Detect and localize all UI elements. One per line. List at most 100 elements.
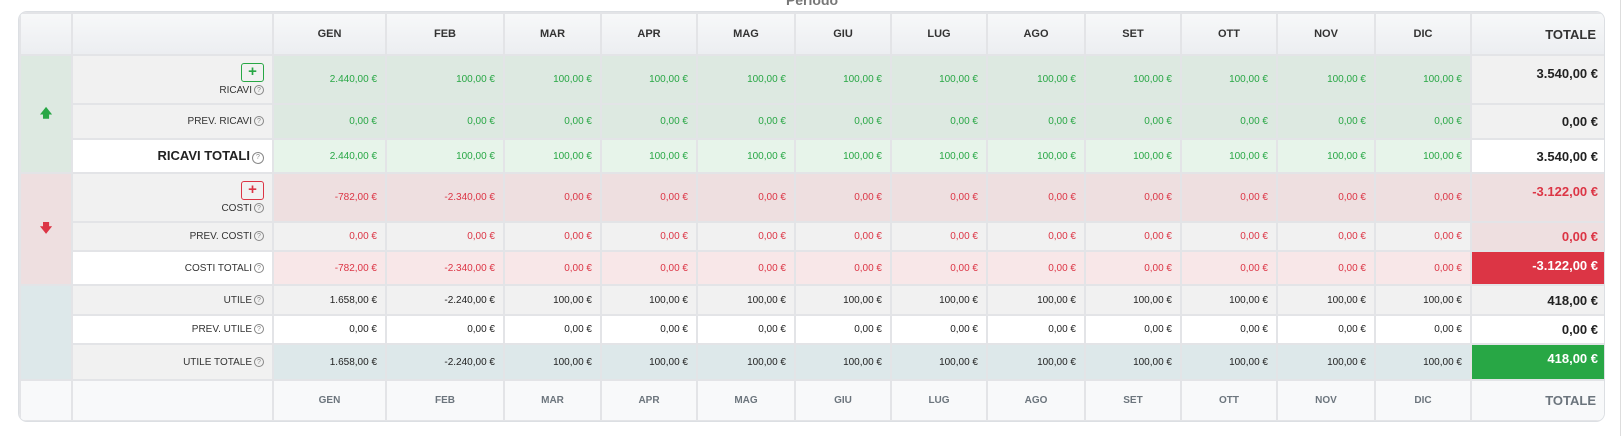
- value-cell-feb: 100,00 €: [385, 138, 505, 174]
- section-indicator: 🡇: [19, 172, 73, 286]
- value-cell-ott: 0,00 €: [1180, 172, 1278, 223]
- value-cell-set: 100,00 €: [1084, 343, 1182, 381]
- value-cell-ott: 100,00 €: [1180, 284, 1278, 316]
- table-row-utile-totale: UTILE TOTALE? 1.658,00 € -2.240,00 €100,00…: [20, 343, 1604, 381]
- value-cell-giu: 0,00 €: [794, 172, 892, 223]
- value-cell-giu: 100,00 €: [794, 343, 892, 381]
- value-cell-ott: 0,00 €: [1180, 314, 1278, 345]
- help-icon[interactable]: ?: [254, 294, 264, 305]
- value-cell-dic: 0,00 €: [1374, 103, 1472, 140]
- value-cell-dic: 0,00 €: [1374, 250, 1472, 286]
- row-label: + RICAVI?: [71, 54, 274, 105]
- value-cell-apr: 0,00 €: [600, 103, 698, 140]
- value-cell-ott: 0,00 €: [1180, 250, 1278, 286]
- value-cell-nov: 0,00 €: [1276, 314, 1376, 345]
- header-row: GEN FEB MAR APR MAG GIU LUG AGO SET OTT NOV DIC TOTA…: [19, 12, 1604, 56]
- value-cell-gen: -782,00 €: [272, 172, 387, 223]
- value-cell-dic: 100,00 €: [1374, 284, 1472, 316]
- value-cell-mag: 0,00 €: [696, 172, 796, 223]
- value-cell-feb: 0,00 €: [385, 221, 505, 252]
- value-cell-ago: 0,00 €: [986, 250, 1086, 286]
- add-ricavi-button[interactable]: +: [241, 63, 264, 82]
- value-cell-mag: 100,00 €: [696, 138, 796, 174]
- row-total: -3.122,00 €: [1470, 250, 1604, 286]
- column-header-set: SET: [1084, 12, 1182, 56]
- value-cell-dic: 100,00 €: [1374, 343, 1472, 381]
- help-icon[interactable]: ?: [254, 324, 264, 335]
- column-header-gen: GEN: [272, 12, 387, 56]
- value-cell-dic: 0,00 €: [1374, 314, 1472, 345]
- value-cell-giu: 100,00 €: [794, 54, 892, 105]
- column-footer-dic: DIC: [1374, 379, 1472, 421]
- column-footer-gen: GEN: [272, 379, 387, 421]
- table-row-prev-ricavi: PREV. RICAVI? 0,00 €0,00 €0,00 €0,00 €0,0…: [20, 103, 1604, 140]
- value-cell-set: 0,00 €: [1084, 314, 1182, 345]
- column-footer-giu: GIU: [794, 379, 892, 421]
- table-row-ricavi: 🡅 + RICAVI? 2.440,00 €100,00 €100,00 €100,0…: [19, 54, 1604, 174]
- row-label: PREV. COSTI?: [71, 221, 274, 252]
- value-cell-ott: 100,00 €: [1180, 138, 1278, 174]
- help-icon[interactable]: ?: [252, 151, 264, 164]
- column-footer-ott: OTT: [1180, 379, 1278, 421]
- table-row-ricavi-totali: RICAVI TOTALI? 2.440,00 €100,00 €100,00 €…: [20, 138, 1604, 174]
- row-total: 418,00 €: [1470, 284, 1604, 316]
- value-cell-ott: 100,00 €: [1180, 54, 1278, 105]
- value-cell-dic: 100,00 €: [1374, 138, 1472, 174]
- value-cell-set: 100,00 €: [1084, 284, 1182, 316]
- column-footer-set: SET: [1084, 379, 1182, 421]
- value-cell-ago: 0,00 €: [986, 314, 1086, 345]
- value-cell-mag: 100,00 €: [696, 54, 796, 105]
- value-cell-apr: 100,00 €: [600, 138, 698, 174]
- row-total: 0,00 €: [1470, 103, 1604, 140]
- help-icon[interactable]: ?: [254, 231, 264, 242]
- add-costi-button[interactable]: +: [241, 181, 264, 200]
- value-cell-ago: 100,00 €: [986, 138, 1086, 174]
- value-cell-ott: 0,00 €: [1180, 221, 1278, 252]
- value-cell-giu: 0,00 €: [794, 103, 892, 140]
- help-icon[interactable]: ?: [254, 116, 264, 127]
- column-header-ago: AGO: [986, 12, 1086, 56]
- section-indicator: 🡅: [19, 54, 73, 174]
- value-cell-giu: 100,00 €: [794, 138, 892, 174]
- value-cell-mag: 100,00 €: [696, 343, 796, 381]
- value-cell-mar: 0,00 €: [503, 221, 602, 252]
- value-cell-feb: -2.340,00 €: [385, 250, 505, 286]
- row-label-text: PREV. COSTI: [189, 231, 252, 242]
- value-cell-mar: 100,00 €: [503, 138, 602, 174]
- column-footer-mag: MAG: [696, 379, 796, 421]
- value-cell-mar: 0,00 €: [503, 314, 602, 345]
- value-cell-feb: 0,00 €: [385, 314, 505, 345]
- value-cell-feb: 100,00 €: [385, 54, 505, 105]
- help-icon[interactable]: ?: [254, 203, 264, 214]
- scrollbar[interactable]: [1620, 0, 1621, 436]
- value-cell-apr: 100,00 €: [600, 284, 698, 316]
- row-total: -3.122,00 €: [1470, 172, 1604, 223]
- value-cell-lug: 0,00 €: [890, 314, 988, 345]
- value-cell-mar: 0,00 €: [503, 103, 602, 140]
- value-cell-gen: 0,00 €: [272, 314, 387, 345]
- value-cell-mar: 100,00 €: [503, 54, 602, 105]
- column-header-feb: FEB: [385, 12, 505, 56]
- row-label-text: PREV. UTILE: [191, 324, 252, 335]
- value-cell-feb: -2.240,00 €: [385, 284, 505, 316]
- value-cell-dic: 100,00 €: [1374, 54, 1472, 105]
- footer-row: GEN FEB MAR APR MAG GIU LUG AGO SET OTT NOV DIC TOTA…: [19, 379, 1604, 421]
- help-icon[interactable]: ?: [254, 356, 264, 367]
- row-label: COSTI TOTALI?: [71, 250, 274, 286]
- help-icon[interactable]: ?: [254, 85, 264, 96]
- value-cell-nov: 0,00 €: [1276, 221, 1376, 252]
- value-cell-feb: -2.340,00 €: [385, 172, 505, 223]
- row-label: PREV. UTILE?: [71, 314, 274, 345]
- summary-table: GEN FEB MAR APR MAG GIU LUG AGO SET OTT NOV DIC TOTA…: [19, 12, 1604, 421]
- column-header-nov: NOV: [1276, 12, 1376, 56]
- value-cell-giu: 0,00 €: [794, 314, 892, 345]
- help-icon[interactable]: ?: [254, 262, 264, 273]
- value-cell-giu: 100,00 €: [794, 284, 892, 316]
- arrow-up-icon: 🡅: [39, 105, 53, 120]
- value-cell-mag: 0,00 €: [696, 314, 796, 345]
- value-cell-dic: 0,00 €: [1374, 221, 1472, 252]
- value-cell-apr: 0,00 €: [600, 314, 698, 345]
- column-header-totale: TOTALE: [1470, 12, 1604, 56]
- value-cell-gen: 2.440,00 €: [272, 138, 387, 174]
- value-cell-nov: 100,00 €: [1276, 284, 1376, 316]
